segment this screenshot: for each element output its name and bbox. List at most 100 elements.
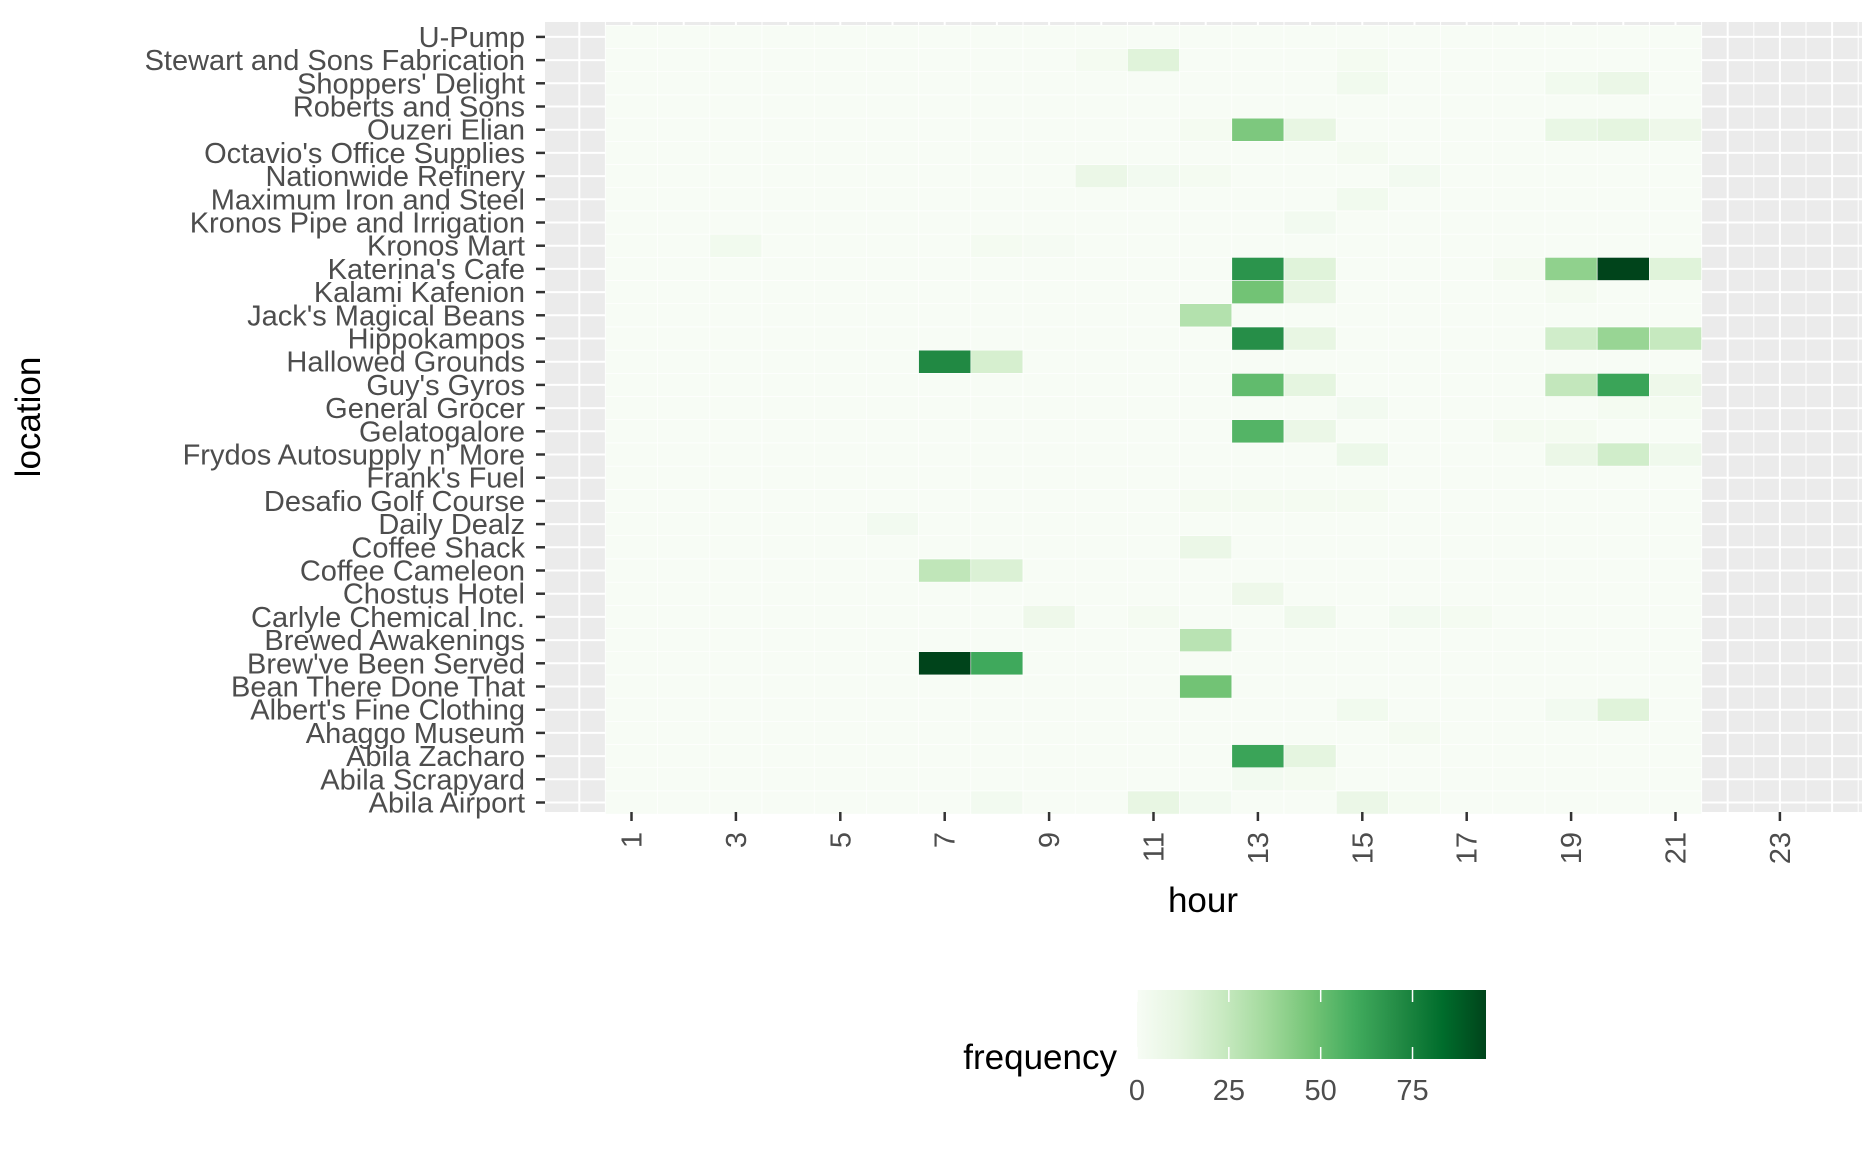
heatmap-tile [1544,535,1598,560]
heatmap-tile [761,326,815,351]
heatmap-tile [657,256,711,281]
heatmap-tile [605,233,658,258]
heatmap-tile [1544,48,1598,73]
heatmap-tile [1388,512,1441,537]
x-tick-label: 7 [930,832,962,848]
heatmap-tile [657,488,711,513]
heatmap-tile [657,141,711,165]
heatmap-tile [1179,512,1233,537]
heatmap-tile [1492,465,1546,490]
heatmap-tile [761,558,815,583]
heatmap-tile [1544,396,1598,421]
heatmap-tile [1335,117,1389,142]
heatmap-tile [1649,210,1702,235]
heatmap-tiles [605,24,1702,815]
heatmap-tile [1388,651,1441,676]
heatmap-tile [866,558,919,583]
heatmap-tile [1544,744,1598,769]
heatmap-tile [1074,442,1128,467]
heatmap-tile [605,465,658,490]
heatmap-tile [1544,558,1598,583]
heatmap-tile [605,117,658,142]
heatmap-tile [1283,674,1337,699]
heatmap-tile [709,117,763,142]
heatmap-tile [1127,442,1180,467]
heatmap-tile [1283,210,1337,235]
heatmap-tile [1283,164,1337,189]
heatmap-tile [970,651,1024,676]
heatmap-tile [1022,256,1076,281]
heatmap-tile [1388,558,1441,583]
heatmap-tile [1388,326,1441,351]
heatmap-tile [1440,697,1494,722]
heatmap-tile [1179,94,1233,119]
heatmap-tile [1231,396,1285,421]
heatmap-tile [605,442,658,467]
heatmap-tile [813,396,867,421]
heatmap-tile [813,674,867,699]
heatmap-tile [1179,419,1233,444]
heatmap-tile [761,628,815,653]
heatmap-tile [761,94,815,119]
heatmap-tile [657,372,711,397]
y-tick-label: Stewart and Sons Fabrication [145,45,525,77]
heatmap-tile [1544,419,1598,444]
heatmap-tile [1127,535,1180,560]
y-tick-label: Carlyle Chemical Inc. [251,602,525,634]
heatmap-tile [970,488,1024,513]
heatmap-tile [1649,558,1702,583]
heatmap-tile [1179,465,1233,490]
heatmap-tile [1022,396,1076,421]
heatmap-tile [605,604,658,629]
heatmap-tile [813,71,867,96]
heatmap-tile [1596,744,1650,769]
heatmap-tile [761,280,815,305]
heatmap-tile [1127,210,1180,235]
heatmap-tile [1388,256,1441,281]
heatmap-tile [1649,141,1702,165]
heatmap-tile [1492,210,1546,235]
heatmap-tile [1022,558,1076,583]
heatmap-tile [1596,674,1650,699]
heatmap-tile [1544,442,1598,467]
heatmap-tile [1649,117,1702,142]
heatmap-tile [1544,210,1598,235]
x-axis: 1 3 5 7 9 11 13 15 17 19 21 23 [617,812,1797,864]
heatmap-tile [1544,256,1598,281]
heatmap-tile [813,465,867,490]
heatmap-tile [1074,164,1128,189]
heatmap-tile [1492,48,1546,73]
heatmap-tile [1231,210,1285,235]
heatmap-tile [813,767,867,792]
heatmap-tile [1440,396,1494,421]
heatmap-tile [1283,303,1337,328]
heatmap-tile [1544,233,1598,258]
heatmap-tile [1544,164,1598,189]
heatmap-tile [1544,117,1598,142]
heatmap-tile [866,419,919,444]
heatmap-tile [657,303,711,328]
heatmap-tile [709,581,763,606]
y-tick-label: U-Pump [419,22,525,54]
heatmap-tile [761,535,815,560]
heatmap-tile [1022,94,1076,119]
heatmap-tile [918,24,972,49]
heatmap-tile [1596,48,1650,73]
heatmap-tile [1649,164,1702,189]
heatmap-tile [970,280,1024,305]
heatmap-tile [1388,628,1441,653]
y-tick-label: Brewed Awakenings [264,625,525,657]
y-axis-title: location [9,357,48,478]
heatmap-tile [1492,512,1546,537]
heatmap-tile [918,744,972,769]
heatmap-tile [1074,256,1128,281]
heatmap-tile [605,372,658,397]
heatmap-tile [1074,326,1128,351]
heatmap-tile [1596,581,1650,606]
legend-tick-label: 50 [1305,1075,1337,1107]
heatmap-tile [761,767,815,792]
heatmap-tile [1596,767,1650,792]
heatmap-tile [1335,349,1389,374]
heatmap-tile [1022,419,1076,444]
heatmap-tile [970,790,1024,815]
